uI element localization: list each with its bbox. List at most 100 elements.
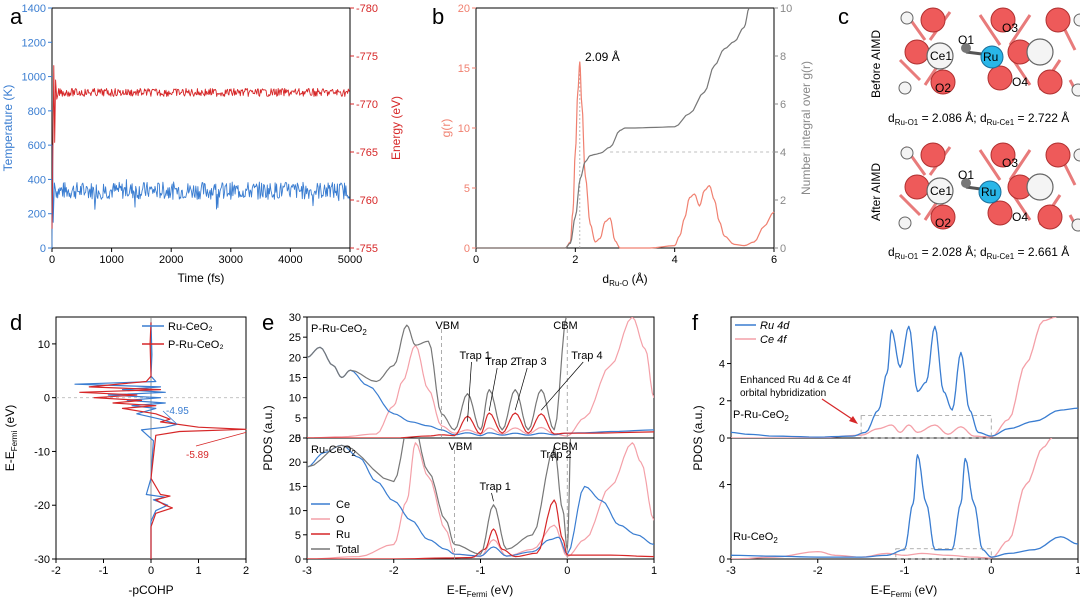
f-x-tick-label: -2 [813,565,823,577]
chart-d-series-ru-ceo2 [74,322,178,559]
chart-e-top-marker-label: VBM [435,320,459,332]
chart-e-bottom-total-series [307,438,572,555]
chart-a-left-ticks: 0 200 400 600 800 1000 1200 1400 [22,3,52,255]
before-cerium-atom [1026,38,1054,66]
energy-series [51,65,351,229]
after-atom-label: Ru [981,185,996,199]
chart-a-ylabel-right: Energy (eV) [389,96,403,160]
chart-f-top-ru-4d-series [731,325,1078,438]
chart-b-ylabel-left: g(r) [439,119,453,138]
chart-e-top-trap-arrow [540,361,584,411]
before-aimd-label: Before AIMD [869,30,883,98]
a-x-tick-label: 2000 [159,254,183,266]
chart-a-series [51,65,351,249]
panel-label-e: e [262,310,274,335]
after-d1-sub: Ru-O1 [895,252,919,261]
d-x-tick-label: 1 [195,565,201,577]
chart-e-top-trap-label: Trap 1 [459,350,490,362]
before-cerium-atom [926,42,954,70]
b-yr-tick-label: 10 [780,3,792,15]
chart-e-top-marker-label: CBM [553,320,577,332]
after-d1-val: = 2.028 Å; d [918,244,986,259]
chart-e-bottom-curves [307,438,654,559]
chart-d-ylabel-main: E-E [3,451,17,471]
d-y-tick-label: -30 [34,554,50,566]
chart-e-bottom-trap-label: Trap 1 [480,481,511,493]
chart-b-right-ticks: 0 2 4 6 8 10 [774,3,792,255]
e-y-top-tick-label: 5 [295,413,301,425]
panel-label-d: d [10,310,22,335]
f-y-bottom-tick-label: 4 [719,480,725,492]
after-atom-label: Ce1 [930,184,952,198]
legend-label-ce4f: Ce 4f [760,334,787,346]
before-atom-label: Ce1 [930,49,952,63]
chart-e-x-ticks: -3 -2 -1 0 1 [302,559,657,577]
after-atom-label: O4 [1012,210,1028,224]
after-d1: d [888,245,895,259]
e-y-bottom-tick-label: 5 [295,530,301,542]
before-oxygen-atom [1037,69,1063,95]
f-x-tick-label: 0 [988,565,994,577]
before-d2-val: = 2.722 Å [1014,110,1069,125]
e-x-tick-label: -2 [389,565,399,577]
chart-e-legend: Ce O Ru Total [311,499,359,556]
a-yr-tick-label: -755 [356,243,378,255]
chart-e-ylabel: PDOS (a.u.) [261,405,275,470]
before-d1-val: = 2.086 Å; d [918,110,986,125]
legend-label-ce: Ce [336,499,350,511]
after-small-atom [898,216,912,230]
chart-e-bottom-frame [306,437,655,560]
chart-e-top-trap-arrow [467,361,472,422]
chart-e-xlabel: E-EFermi (eV) [447,583,513,599]
before-d1: d [888,111,895,125]
f-x-tick-label: -1 [900,565,910,577]
b-x-tick-label: 0 [473,254,479,266]
chart-d-y-ticks: -30 -20 -10 0 10 [34,339,56,566]
chart-f-legend: Ru 4d Ce 4f [735,320,790,346]
after-bond [978,149,1002,181]
chart-f-xlabel-unit: (eV) [911,583,937,597]
e-y-top-tick-label: 30 [289,312,301,324]
chart-f-top-curves [731,317,1078,438]
chart-e-top-title: P-Ru-CeO2 [311,323,367,337]
chart-b-xlabel: dRu-O (Å) [602,271,647,288]
chart-f-annotation-line2: orbital hybridization [740,388,826,399]
after-aimd-label: After AIMD [869,163,883,221]
chart-f-y-ticks: 0 2 4 0 4 [719,359,731,566]
b-yr-tick-label: 8 [780,51,786,63]
after-oxygen-atom [1037,204,1063,230]
e-y-bottom-tick-label: 15 [289,481,301,493]
a-x-tick-label: 3000 [219,254,243,266]
a-yr-tick-label: -775 [356,51,378,63]
chart-d-ylabel: E-EFermi (eV) [3,405,19,471]
b-yl-tick-label: 10 [458,123,470,135]
chart-f-bottom-highlight-box [895,548,992,560]
chart-e-bottom-title: Ru-CeO2 [311,444,356,458]
before-o1-atom [961,43,971,53]
f-x-tick-label: 1 [1075,565,1080,577]
b-yl-tick-label: 15 [458,63,470,75]
chart-b-ylabel-right: Number integral over g(r) [799,61,813,195]
before-atom-label: Ru [983,50,998,64]
panel-label-c: c [838,4,849,29]
chart-f-top-title-main: P-Ru-CeO [733,409,785,421]
chart-f-bottom-ru-4d-series [731,454,1078,558]
after-oxygen-atom [920,142,946,168]
b-yl-tick-label: 20 [458,3,470,15]
b-yl-tick-label: 5 [464,183,470,195]
before-oxygen-atom [930,69,956,95]
b-yr-tick-label: 0 [780,243,786,255]
after-cerium-atom [926,177,954,205]
before-ruthenium-atom [980,45,1004,69]
chart-f-xlabel: E-EFermi (eV) [871,583,937,599]
a-yr-tick-label: -765 [356,147,378,159]
d-x-tick-label: 0 [148,565,154,577]
b-yr-tick-label: 6 [780,99,786,111]
f-y-top-tick-label: 2 [719,396,725,408]
chart-d-annotation-red: -5.89 [186,450,209,461]
chart-a-ylabel-left: Temperature (K) [1,85,15,172]
before-oxygen-atom [987,65,1013,91]
before-oxygen-atom [1045,7,1071,33]
a-x-tick-label: 4000 [278,254,302,266]
